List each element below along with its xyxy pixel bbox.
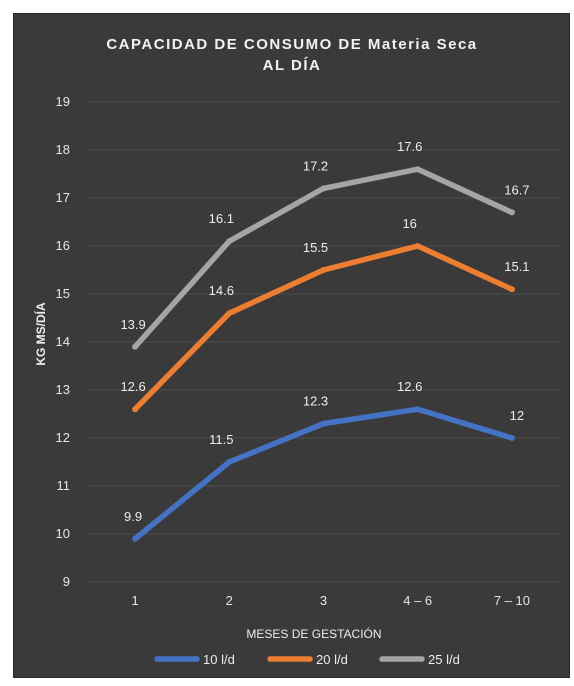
- y-tick-label: 13: [56, 382, 70, 397]
- data-label: 9.9: [124, 509, 142, 524]
- data-point: [414, 166, 421, 173]
- y-tick-label: 16: [56, 238, 70, 253]
- data-label: 16.1: [209, 211, 234, 226]
- y-tick-label: 19: [56, 94, 70, 109]
- series-line-1: [132, 406, 515, 542]
- x-axis-label: MESES DE GESTACIÓN: [246, 626, 381, 641]
- data-label: 15.1: [504, 259, 529, 274]
- data-point: [226, 310, 233, 317]
- legend-label: 20 l/d: [316, 652, 348, 667]
- chart-title-line2: AL DÍA: [263, 57, 322, 74]
- data-point: [132, 535, 139, 542]
- data-point: [508, 286, 515, 293]
- series-line-3: [132, 166, 515, 350]
- data-label: 11.5: [209, 432, 233, 447]
- data-point: [226, 459, 233, 465]
- y-tick-label: 9: [63, 574, 70, 589]
- data-point: [508, 209, 515, 216]
- legend-label: 25 l/d: [428, 652, 460, 667]
- data-label: 12.6: [397, 379, 422, 394]
- y-tick-label: 14: [56, 334, 70, 349]
- x-tick-label: 7 – 10: [494, 593, 530, 608]
- x-tick-label: 4 – 6: [403, 593, 432, 608]
- data-label: 13.9: [120, 317, 145, 332]
- data-label: 17.6: [397, 139, 422, 154]
- data-label: 12.6: [120, 379, 145, 394]
- data-point: [320, 420, 327, 427]
- data-label: 16.7: [504, 182, 529, 197]
- y-tick-label: 17: [56, 190, 70, 205]
- x-axis-ticks: 1 2 3 4 – 6 7 – 10: [131, 593, 529, 608]
- data-label: 12.3: [303, 394, 328, 409]
- y-axis-ticks: 9 10 11 12 13 14 15 16 17 18 19: [56, 94, 70, 589]
- gridlines: [88, 101, 559, 583]
- legend: 10 l/d 20 l/d 25 l/d: [154, 652, 460, 667]
- y-tick-label: 12: [56, 430, 70, 445]
- data-point: [132, 343, 139, 350]
- y-axis-label: KG MS/DÍA: [33, 302, 48, 366]
- x-tick-label: 2: [226, 593, 233, 608]
- data-label: 17.2: [303, 158, 328, 173]
- data-label: 16: [402, 216, 416, 231]
- x-tick-label: 1: [131, 593, 138, 608]
- data-point: [414, 406, 421, 413]
- data-label: 12: [510, 408, 524, 423]
- y-tick-label: 10: [56, 526, 70, 541]
- data-point: [414, 243, 421, 249]
- chart-title-line1: CAPACIDAD DE CONSUMO DE Materia Seca: [106, 36, 477, 53]
- data-point: [226, 238, 233, 245]
- legend-label: 10 l/d: [203, 652, 235, 667]
- data-label: 15.5: [303, 240, 328, 255]
- data-point: [320, 185, 327, 192]
- y-tick-label: 11: [57, 478, 71, 493]
- data-point: [320, 267, 327, 273]
- y-tick-label: 18: [56, 142, 70, 157]
- x-tick-label: 3: [320, 593, 327, 608]
- chart-frame: CAPACIDAD DE CONSUMO DE Materia Seca AL …: [13, 13, 570, 678]
- series-lines: [132, 166, 515, 542]
- chart-svg: CAPACIDAD DE CONSUMO DE Materia Seca AL …: [33, 36, 559, 667]
- data-labels: 9.9 11.5 12.3 12.6 12 12.6 14.6 15.5 16 15.1 13.9 1…: [120, 139, 529, 524]
- y-tick-label: 15: [56, 286, 70, 301]
- data-label: 14.6: [209, 283, 234, 298]
- data-point: [132, 406, 139, 413]
- data-point: [508, 435, 515, 441]
